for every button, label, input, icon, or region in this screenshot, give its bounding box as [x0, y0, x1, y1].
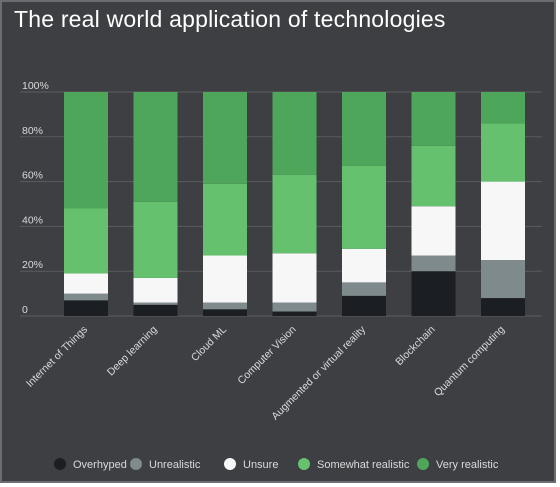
bar-segment [481, 123, 525, 182]
legend-label: Unsure [243, 459, 278, 471]
y-tick-label: 100% [22, 80, 49, 92]
x-tick-label: Internet of Things [24, 324, 90, 390]
x-axis-labels: Internet of Things Deep learning Cloud ML C… [24, 323, 507, 422]
bar-segment [342, 165, 386, 249]
legend-swatch [54, 458, 66, 470]
y-tick-label: 0 [22, 304, 28, 316]
bar-segment [481, 298, 525, 316]
bar-segment [203, 183, 247, 256]
bar-segment [272, 302, 317, 312]
bar-segment [64, 273, 108, 294]
bar-segment [133, 277, 178, 303]
legend-label: Overhyped [73, 459, 127, 471]
bar-segment [342, 282, 386, 296]
bar-segment [342, 248, 386, 283]
bar-segment [203, 309, 247, 316]
bar-segment [411, 145, 456, 207]
bar-segment [481, 92, 525, 124]
y-tick-label: 20% [22, 259, 43, 271]
bar-segment [411, 255, 456, 272]
bar-segment [133, 304, 178, 316]
bar-segment [203, 302, 247, 310]
bar-segment [203, 255, 247, 303]
bar-segment [203, 92, 247, 184]
bar-segment [411, 206, 456, 256]
y-axis-ticks: 0 20% 40% 60% 80% 100% [22, 80, 49, 316]
legend-swatch [224, 458, 236, 470]
x-tick-label: Cloud ML [189, 324, 229, 364]
chart-title: The real world application of technologi… [14, 6, 446, 32]
legend-swatch [298, 458, 310, 470]
bar-segment [411, 92, 456, 146]
bar-segment [342, 92, 386, 166]
bar-segment [272, 92, 317, 175]
legend-label: Very realistic [436, 459, 499, 471]
bar-segment [272, 253, 317, 303]
bar-segment [64, 293, 108, 301]
x-tick-label: Deep learning [105, 324, 160, 379]
stacked-bar-chart: 0 20% 40% 60% 80% 100% Internet of Things Deep… [20, 80, 542, 471]
bar-segment [342, 295, 386, 316]
bar-segment [64, 300, 108, 316]
bar-segment [64, 92, 108, 209]
x-tick-label: Blockchain [393, 324, 438, 369]
bar-segment [411, 271, 456, 316]
bar-segment [133, 201, 178, 278]
legend: Overhyped Unrealistic Unsure Somewhat reali… [54, 458, 499, 471]
bar-segment [64, 208, 108, 274]
y-tick-label: 60% [22, 170, 43, 182]
bar-segment [481, 181, 525, 260]
x-tick-label: Quantum computing [432, 324, 507, 399]
x-tick-label: Computer Vision [235, 324, 298, 387]
legend-label: Somewhat realistic [317, 459, 410, 471]
legend-swatch [417, 458, 429, 470]
legend-label: Unrealistic [149, 459, 201, 471]
y-tick-label: 40% [22, 214, 43, 226]
bar-segment [133, 302, 178, 305]
legend-swatch [130, 458, 142, 470]
y-tick-label: 80% [22, 125, 43, 137]
bar-segment [272, 311, 317, 316]
bars [64, 92, 525, 316]
bar-segment [481, 260, 525, 299]
bar-segment [272, 174, 317, 254]
bar-segment [133, 92, 178, 202]
